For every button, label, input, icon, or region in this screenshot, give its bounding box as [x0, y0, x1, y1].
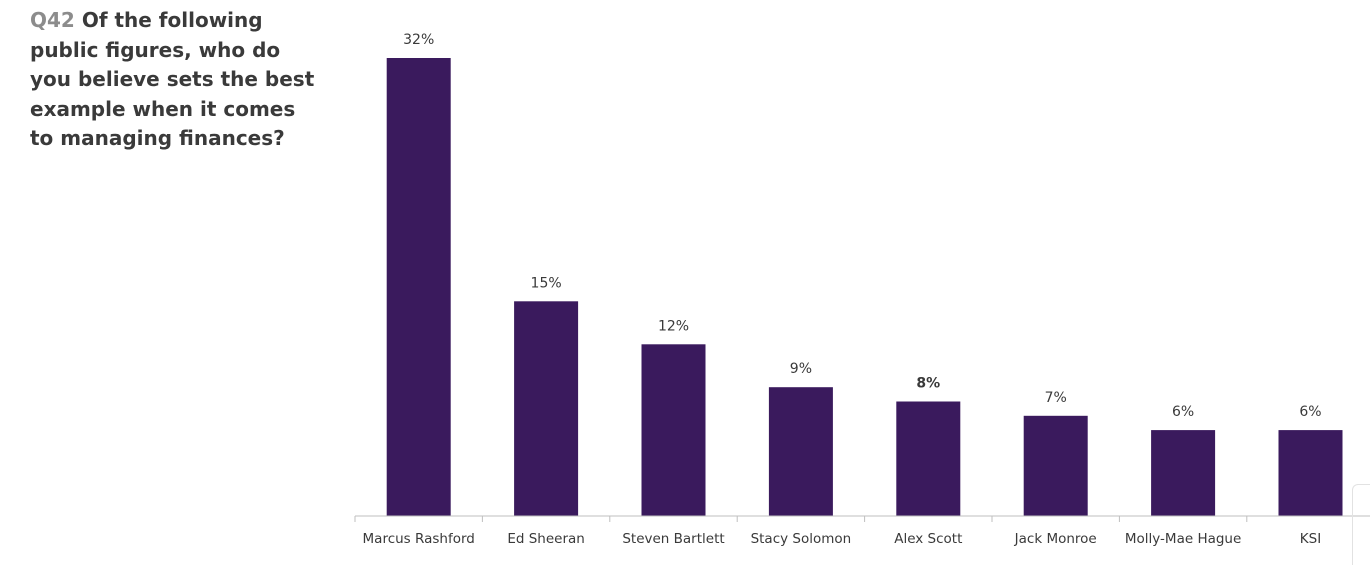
- data-label: 12%: [658, 318, 689, 334]
- category-label: Stacy Solomon: [751, 531, 852, 547]
- category-label: Ed Sheeran: [507, 531, 585, 547]
- data-label: 6%: [1299, 404, 1321, 420]
- category-label: Marcus Rashford: [363, 531, 475, 547]
- bar-alex-scott: [896, 401, 961, 516]
- bars-layer: [386, 58, 1343, 517]
- category-label: KSI: [1300, 531, 1321, 547]
- data-label: 6%: [1172, 404, 1194, 420]
- question-number: Q42: [30, 8, 75, 32]
- bar-ed-sheeran: [514, 301, 579, 516]
- bar-jack-monroe: [1023, 415, 1088, 516]
- bar-marcus-rashford: [386, 58, 451, 516]
- data-label: 15%: [531, 275, 562, 291]
- data-label: 9%: [790, 361, 812, 377]
- category-label: Jack Monroe: [1014, 531, 1097, 547]
- question-text: Of the following public figures, who do …: [30, 8, 315, 150]
- category-label: Molly-Mae Hague: [1125, 531, 1241, 547]
- bar-steven-bartlett: [641, 344, 706, 517]
- bar-molly-mae-hague: [1151, 430, 1216, 516]
- x-axis: [354, 515, 1370, 522]
- category-label: Steven Bartlett: [622, 531, 724, 547]
- question-title: Q42 Of the following public figures, who…: [30, 6, 320, 154]
- bar-stacy-solomon: [768, 387, 833, 516]
- category-label: Alex Scott: [894, 531, 962, 547]
- corner-decoration: [1352, 484, 1370, 565]
- labels-layer: 32% Marcus Rashford 15% Ed Sheeran 12% Steven…: [363, 32, 1322, 547]
- data-label: 8%: [916, 376, 940, 392]
- bar-ksi: [1278, 430, 1343, 516]
- data-label: 32%: [403, 32, 434, 48]
- data-label: 7%: [1045, 390, 1067, 406]
